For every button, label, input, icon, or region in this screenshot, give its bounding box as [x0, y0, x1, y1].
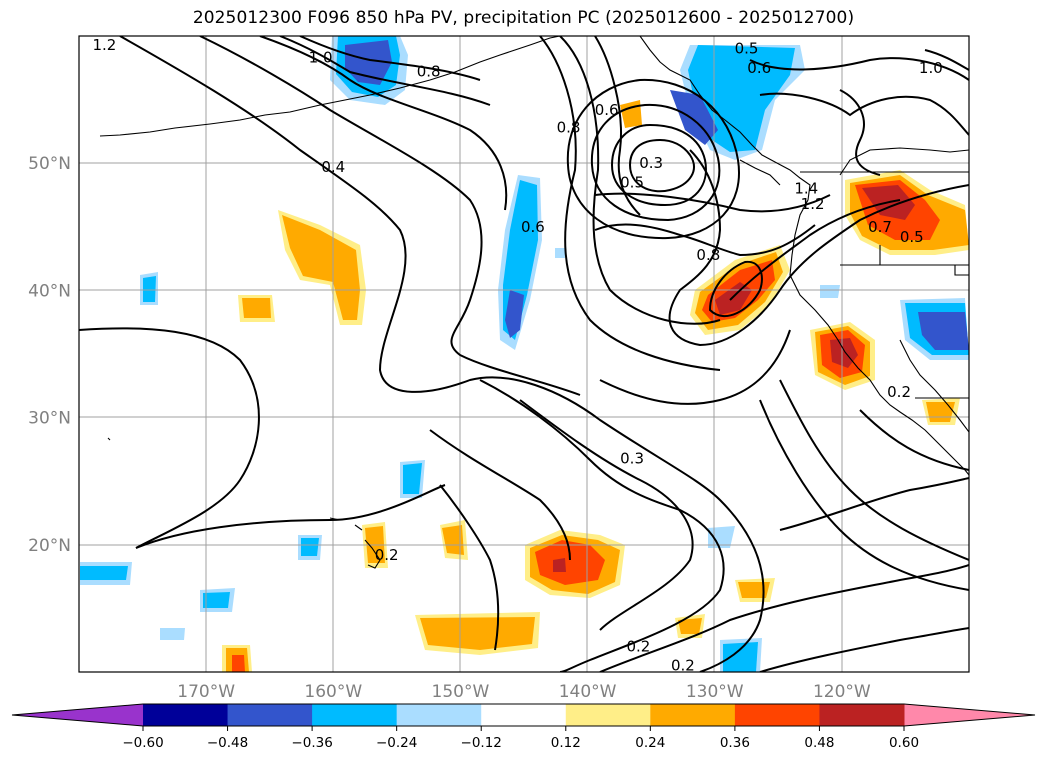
- colorbar-tick-label: −0.60: [122, 735, 163, 751]
- contour-labels: 1.21.00.80.40.80.60.50.60.30.51.01.41.20…: [92, 36, 943, 675]
- contour-label: 0.5: [620, 173, 644, 191]
- map-title: 2025012300 F096 850 hPa PV, precipitatio…: [192, 8, 855, 28]
- colorbar-tick-label: −0.36: [291, 735, 332, 751]
- colorbar: −0.60 −0.48 −0.36 −0.24 −0.12 0.12 0.24 0.36 0.4…: [11, 703, 1036, 751]
- lon-tick-label: 140°W: [559, 682, 617, 702]
- colorbar-tick-label: 0.24: [635, 735, 665, 751]
- colorbar-segment: [565, 704, 651, 726]
- colorbar-segment: [143, 704, 229, 726]
- colorbar-segment: [734, 704, 820, 726]
- contour-label: 0.6: [521, 218, 545, 236]
- colorbar-tick-label: 0.36: [720, 735, 750, 751]
- contour-label: 0.6: [595, 101, 619, 119]
- lon-tick-label: 170°W: [177, 682, 235, 702]
- colorbar-tick-label: −0.48: [207, 735, 248, 751]
- longitude-labels: 170°W 160°W 150°W 140°W 130°W 120°W: [177, 682, 871, 702]
- pv-contours: [79, 36, 969, 672]
- contour-label: 0.2: [375, 546, 399, 564]
- colorbar-segment: [481, 704, 567, 726]
- latitude-labels: 20°N 30°N 40°N 50°N: [28, 154, 71, 556]
- colorbar-extend-high: [904, 704, 1035, 726]
- lon-tick-label: 120°W: [813, 682, 871, 702]
- contour-label: 0.3: [620, 449, 644, 467]
- colorbar-tick-label: 0.48: [804, 735, 834, 751]
- colorbar-tick-label: 0.60: [889, 735, 919, 751]
- contour-label: 1.2: [92, 36, 116, 54]
- lon-tick-label: 150°W: [432, 682, 490, 702]
- lat-tick-label: 30°N: [28, 409, 71, 429]
- lon-tick-label: 130°W: [686, 682, 744, 702]
- contour-label: 0.2: [626, 638, 650, 656]
- colorbar-extend-low: [12, 704, 143, 726]
- colorbar-segment: [396, 704, 482, 726]
- contour-label: 1.2: [801, 195, 825, 213]
- coastlines: [99, 36, 969, 569]
- colorbar-tick-label: −0.12: [461, 735, 502, 751]
- contour-label: 0.4: [321, 158, 345, 176]
- colorbar-tick-label: −0.24: [376, 735, 417, 751]
- contour-label: 0.3: [639, 154, 663, 172]
- contour-label: 1.0: [919, 59, 943, 77]
- colorbar-segment: [227, 704, 313, 726]
- lat-tick-label: 40°N: [28, 281, 71, 301]
- colorbar-segment: [312, 704, 398, 726]
- contour-label: 0.5: [735, 40, 759, 58]
- contour-label: 0.8: [417, 63, 441, 81]
- contour-label: 0.6: [747, 59, 771, 77]
- colorbar-tick-label: 0.12: [551, 735, 581, 751]
- contour-label: 1.4: [794, 180, 818, 198]
- lon-tick-label: 160°W: [304, 682, 362, 702]
- contour-label: 0.8: [696, 246, 720, 264]
- contour-label: 0.8: [557, 119, 581, 137]
- colorbar-segment: [650, 704, 736, 726]
- lat-tick-label: 20°N: [28, 536, 71, 556]
- contour-label: 0.7: [868, 218, 892, 236]
- contour-label: 0.2: [671, 657, 695, 675]
- contour-label: 0.2: [887, 383, 911, 401]
- contour-label: 0.5: [900, 228, 924, 246]
- colorbar-segment: [819, 704, 905, 726]
- map-frame: [78, 35, 970, 673]
- lat-tick-label: 50°N: [28, 154, 71, 174]
- contour-label: 1.0: [309, 49, 333, 67]
